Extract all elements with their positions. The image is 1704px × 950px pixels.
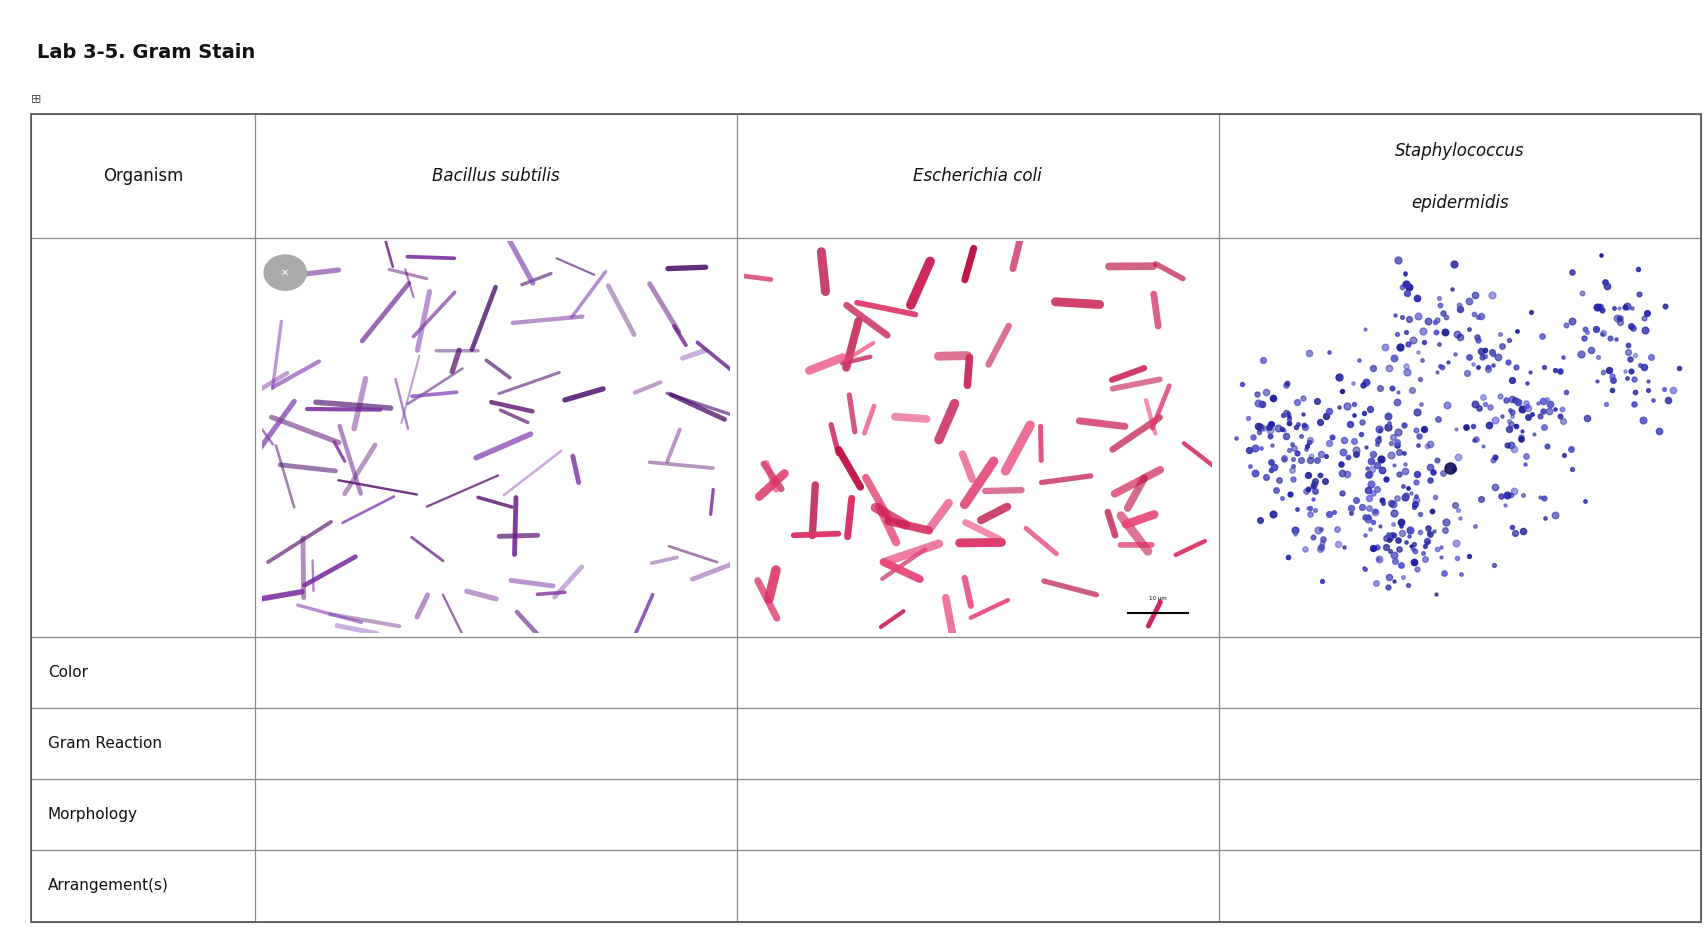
Text: Morphology: Morphology bbox=[48, 808, 138, 822]
Text: Color: Color bbox=[48, 665, 87, 679]
Bar bbox=[1218, 636, 1701, 708]
Text: Lab 3-5. Gram Stain: Lab 3-5. Gram Stain bbox=[37, 43, 256, 62]
Text: 10 µm: 10 µm bbox=[1148, 597, 1167, 601]
Bar bbox=[256, 708, 736, 779]
Bar bbox=[31, 636, 256, 708]
Bar bbox=[1218, 114, 1701, 238]
Bar bbox=[736, 238, 1218, 636]
Bar bbox=[736, 636, 1218, 708]
Text: ⊞: ⊞ bbox=[31, 93, 41, 106]
Bar bbox=[31, 114, 1701, 922]
Bar bbox=[256, 779, 736, 850]
Text: Staphylococcus: Staphylococcus bbox=[1396, 142, 1525, 160]
Bar bbox=[256, 238, 736, 636]
Bar bbox=[1218, 708, 1701, 779]
Bar bbox=[736, 708, 1218, 779]
Text: Arrangement(s): Arrangement(s) bbox=[48, 879, 169, 893]
Bar bbox=[256, 114, 736, 238]
Text: epidermidis: epidermidis bbox=[1411, 194, 1508, 212]
Bar bbox=[31, 708, 256, 779]
Bar bbox=[31, 238, 256, 636]
Bar bbox=[736, 114, 1218, 238]
Bar bbox=[31, 850, 256, 922]
Bar bbox=[256, 850, 736, 922]
Text: Organism: Organism bbox=[102, 167, 182, 184]
Text: Bacillus subtilis: Bacillus subtilis bbox=[433, 167, 559, 184]
Bar bbox=[1218, 850, 1701, 922]
Bar bbox=[31, 779, 256, 850]
Bar bbox=[31, 114, 256, 238]
Text: Escherichia coli: Escherichia coli bbox=[913, 167, 1043, 184]
Bar bbox=[1218, 779, 1701, 850]
Bar bbox=[1218, 238, 1701, 636]
Text: ✕: ✕ bbox=[281, 268, 290, 277]
Bar bbox=[736, 850, 1218, 922]
Circle shape bbox=[264, 255, 307, 290]
Bar bbox=[736, 779, 1218, 850]
Text: Gram Reaction: Gram Reaction bbox=[48, 736, 162, 750]
Bar bbox=[256, 636, 736, 708]
